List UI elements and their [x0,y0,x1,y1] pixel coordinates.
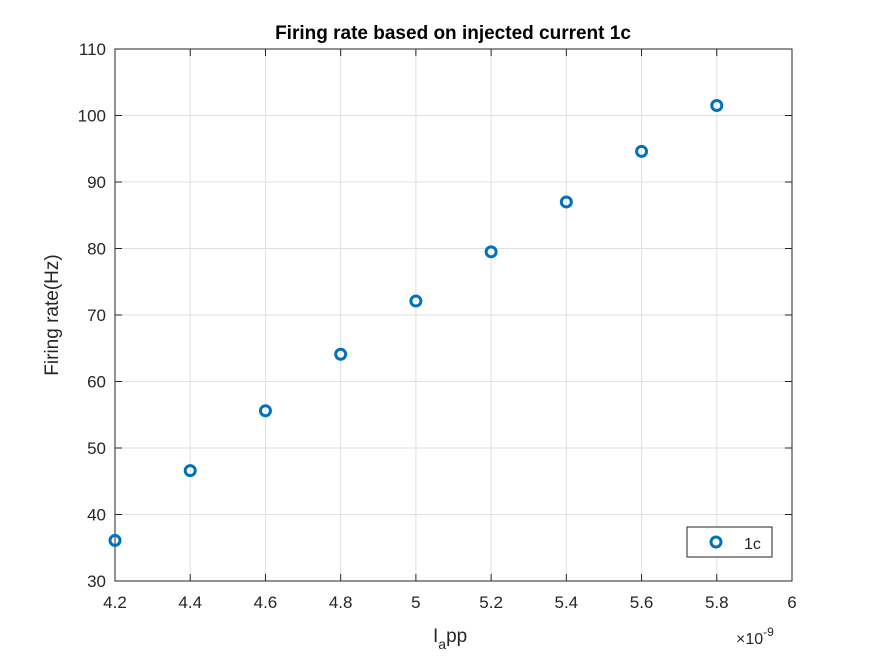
y-tick-labels: 30 40 50 60 70 80 90 100 110 [78,40,106,591]
data-point [334,347,348,361]
x-exponent-label: ×10-9 [736,625,774,648]
chart-title: Firing rate based on injected current 1c [275,23,631,44]
x-tick-label: 4.6 [254,593,278,612]
y-tick-label: 40 [87,506,106,525]
x-tick-label: 5.2 [479,593,503,612]
x-tick-label: 4.4 [178,593,202,612]
legend-marker-icon [709,535,723,549]
x-axis-label-subscript: a [438,636,446,652]
x-tick-label: 5.4 [555,593,579,612]
data-point [108,533,122,547]
data-markers [108,99,724,547]
x-tick-label: 6 [787,593,796,612]
data-point [710,99,724,113]
y-axis-label: Firing rate(Hz) [42,254,63,375]
y-tick-label: 70 [87,306,106,325]
x-tick-labels: 4.2 4.4 4.6 4.8 5 5.2 5.4 5.6 5.8 6 [103,593,797,612]
x-tick-label: 4.8 [329,593,353,612]
x-axis-label-main: I [433,626,438,647]
x-axis-label-rest: pp [446,626,467,647]
x-tick-label: 5 [411,593,420,612]
legend-box [686,526,773,558]
x-tick-label: 5.6 [630,593,654,612]
data-point [484,245,498,259]
x-tick-label: 5.8 [705,593,729,612]
y-tick-label: 80 [87,240,106,259]
x-tick-label: 4.2 [103,593,127,612]
legend: 1c [686,526,773,558]
x-axis-label: Iapp [433,626,467,652]
x-exponent-power: -9 [763,625,774,639]
data-point [559,195,573,209]
y-tick-label: 90 [87,173,106,192]
data-point [258,404,272,418]
data-point [183,464,197,478]
y-tick-label: 30 [87,572,106,591]
y-tick-label: 50 [87,439,106,458]
x-exponent-base: ×10 [736,631,763,648]
y-tick-label: 100 [78,107,106,126]
y-tick-label: 60 [87,373,106,392]
y-tick-label: 110 [79,40,106,59]
legend-label: 1c [744,536,761,553]
data-point [409,294,423,308]
axes-box [114,48,793,582]
data-point [635,144,649,158]
